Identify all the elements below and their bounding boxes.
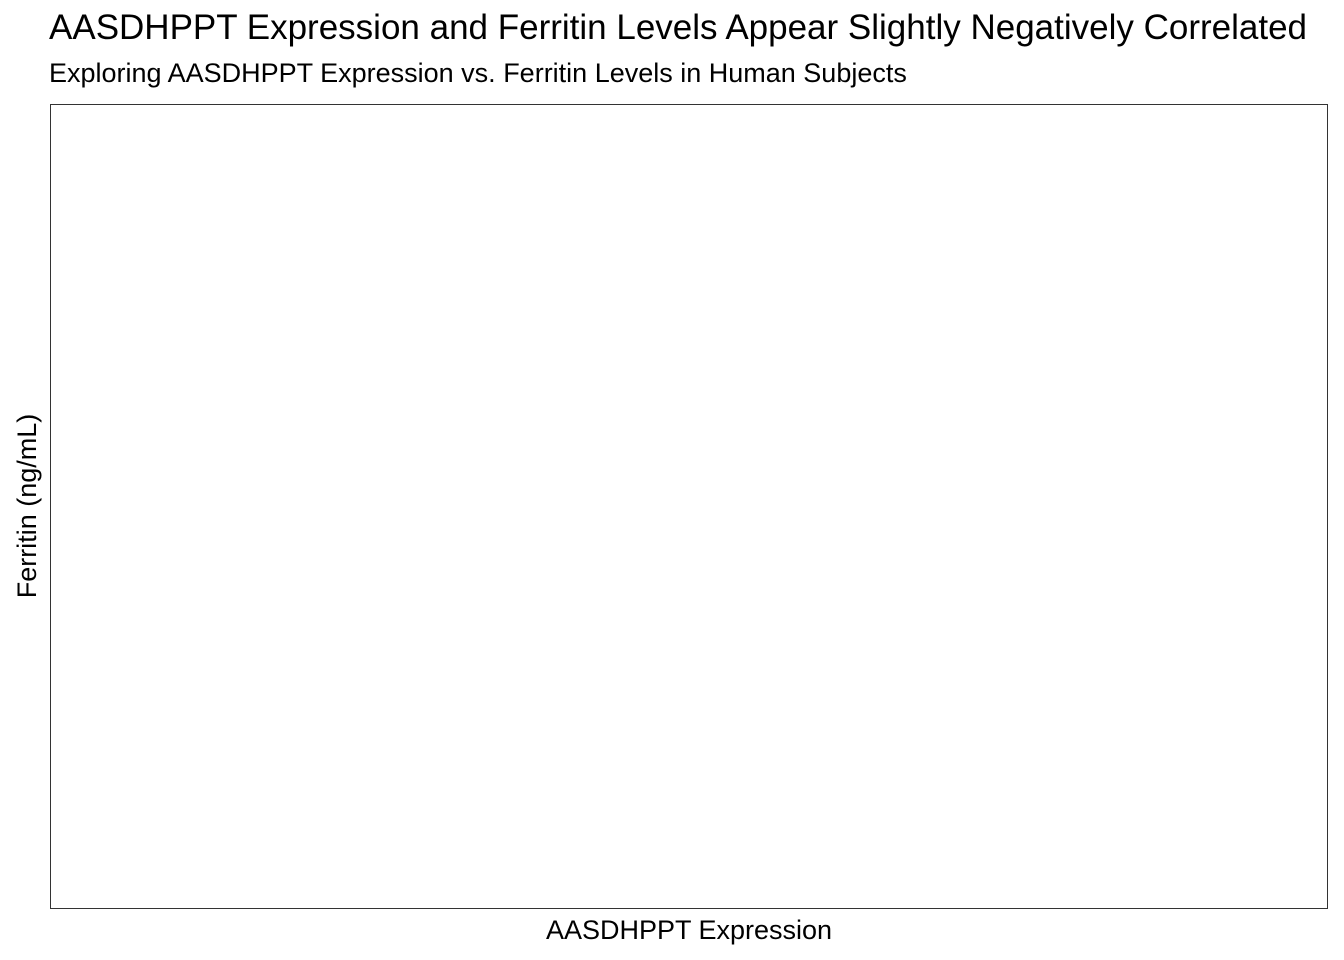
chart-subtitle: Exploring AASDHPPT Expression vs. Ferrit… — [49, 58, 907, 88]
y-axis-label: Ferritin (ng/mL) — [12, 413, 42, 599]
plot-panel — [50, 104, 1328, 909]
x-axis-label: AASDHPPT Expression — [545, 915, 833, 945]
plot-area — [51, 105, 1327, 908]
chart-title: AASDHPPT Expression and Ferritin Levels … — [49, 8, 1308, 47]
